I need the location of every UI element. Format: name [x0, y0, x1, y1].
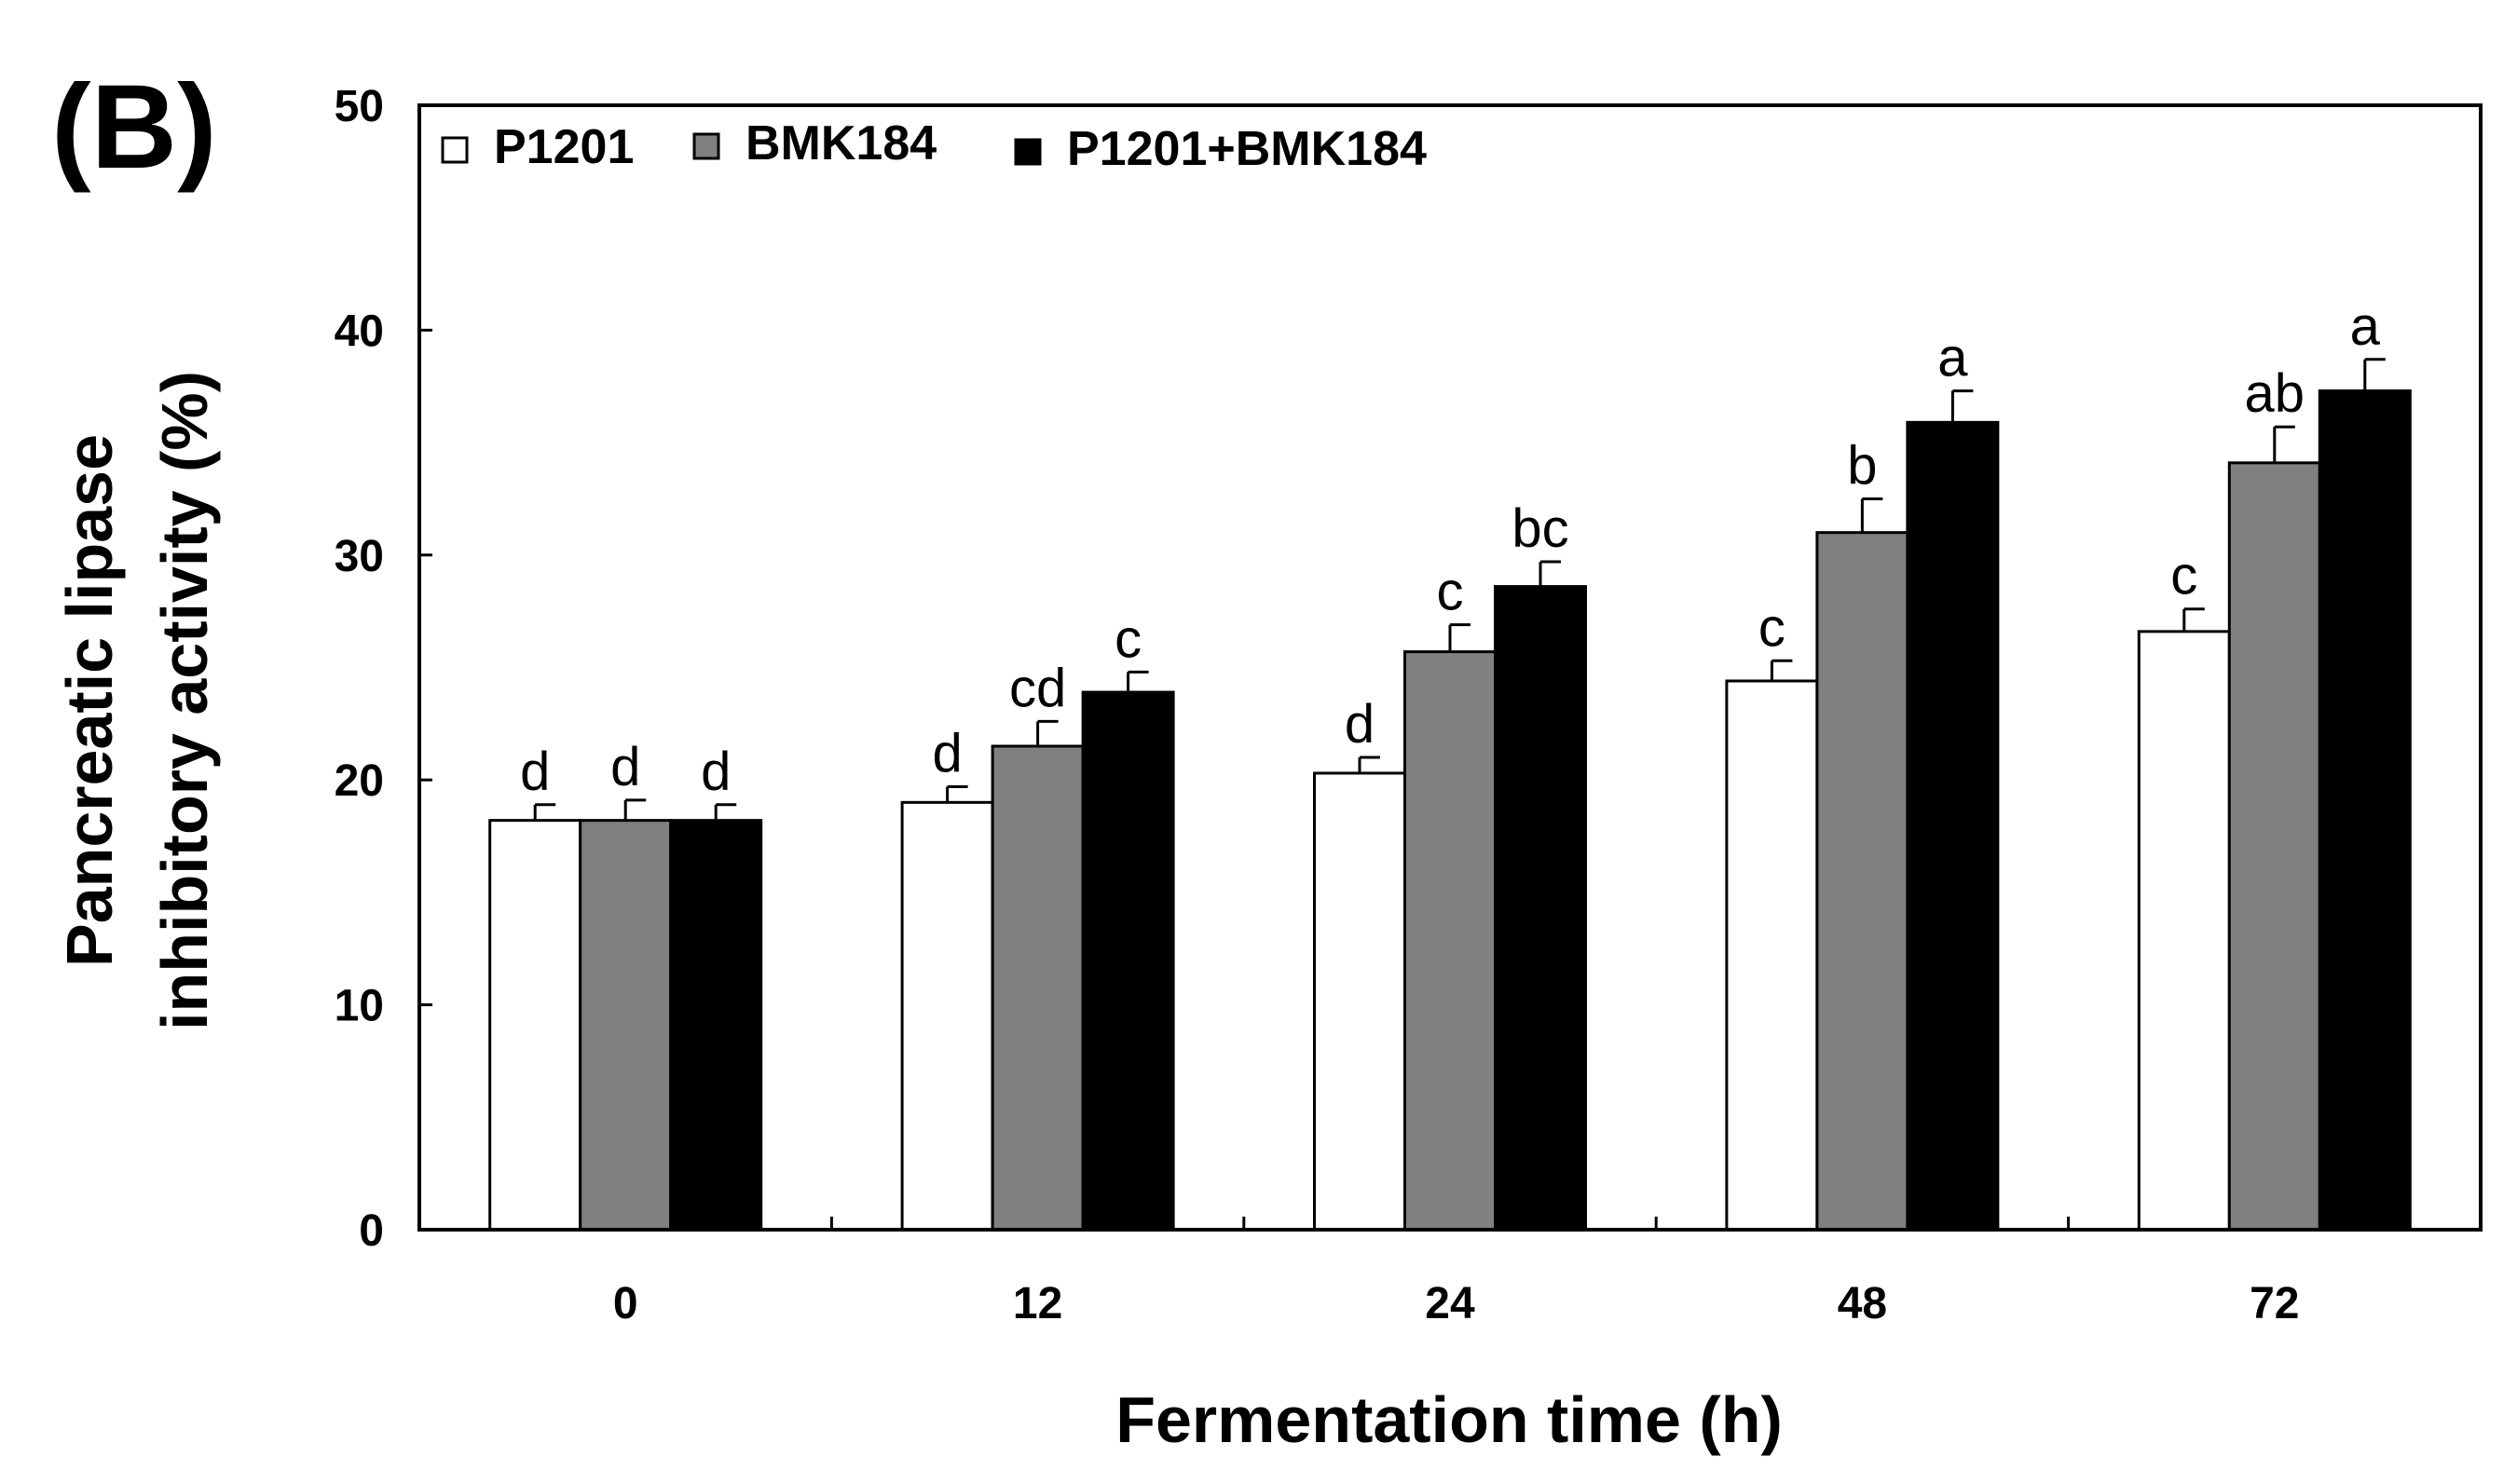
bar-bmk184-24 [1403, 650, 1497, 1232]
bar-p1201-48 [1725, 679, 1819, 1232]
bar-bmk184-0 [579, 819, 673, 1232]
legend-label: P1201+BMK184 [1067, 122, 1427, 176]
x-axis-title: Fermentation time (h) [1115, 1383, 1783, 1456]
significance-letter: d [610, 737, 640, 797]
significance-letter: bc [1512, 498, 1568, 559]
significance-letter: c [2170, 546, 2197, 606]
bar-p1201-bmk184-72 [2318, 389, 2412, 1232]
x-tick-label: 24 [1425, 1279, 1475, 1328]
plot-frame [417, 103, 2483, 1232]
significance-letter: a [1937, 328, 1968, 388]
significance-letter: c [1758, 597, 1785, 658]
bar-p1201-bmk184-0 [669, 819, 763, 1232]
bar-p1201-bmk184-48 [1906, 420, 2000, 1232]
bar-p1201-12 [900, 800, 994, 1232]
y-tick-label: 30 [335, 532, 384, 581]
x-tick-label: 72 [2250, 1279, 2299, 1328]
legend: P1201 BMK184 P1201+BMK184 [441, 116, 1427, 176]
y-axis-title-line2: inhibitory activity (%) [148, 371, 221, 1030]
legend-label: P1201 [494, 120, 634, 174]
legend-swatch [692, 132, 720, 160]
y-tick-label: 20 [335, 756, 384, 806]
significance-letter: d [520, 742, 550, 802]
bar-p1201-0 [488, 819, 582, 1232]
bar-p1201-bmk184-24 [1494, 585, 1587, 1232]
significance-letter: d [932, 723, 962, 783]
significance-letter: c [1437, 562, 1464, 622]
significance-letter: ab [2245, 363, 2305, 424]
bar-p1201-72 [2137, 630, 2231, 1232]
y-axis-title-line1: Pancreatic lipase [53, 434, 126, 967]
significance-letter: c [1115, 608, 1142, 669]
legend-label: BMK184 [746, 116, 937, 170]
bar-p1201-24 [1313, 771, 1406, 1232]
y-axis-title: Pancreatic lipase inhibitory activity (%… [53, 371, 221, 1030]
legend-swatch [1014, 138, 1042, 166]
y-axis: 0 10 20 30 40 50 [335, 82, 432, 1256]
y-tick-label: 10 [335, 982, 384, 1031]
bar-bmk184-12 [991, 744, 1085, 1232]
significance-letter: cd [1009, 658, 1066, 718]
significance-letter: b [1847, 435, 1877, 496]
x-tick-label: 48 [1838, 1279, 1887, 1328]
y-tick-label: 0 [359, 1206, 384, 1256]
x-tick-label: 0 [613, 1279, 638, 1328]
y-tick-label: 50 [335, 82, 384, 131]
bar-bmk184-72 [2227, 461, 2321, 1232]
significance-letter: d [701, 742, 731, 802]
y-tick-label: 40 [335, 306, 384, 356]
panel-label: (B) [51, 61, 217, 194]
legend-swatch [441, 136, 469, 164]
bar-bmk184-48 [1815, 531, 1909, 1232]
x-tick-label: 12 [1013, 1279, 1062, 1328]
significance-letter: a [2350, 296, 2381, 357]
bar-p1201-bmk184-12 [1081, 690, 1175, 1232]
significance-letter: d [1345, 694, 1375, 755]
